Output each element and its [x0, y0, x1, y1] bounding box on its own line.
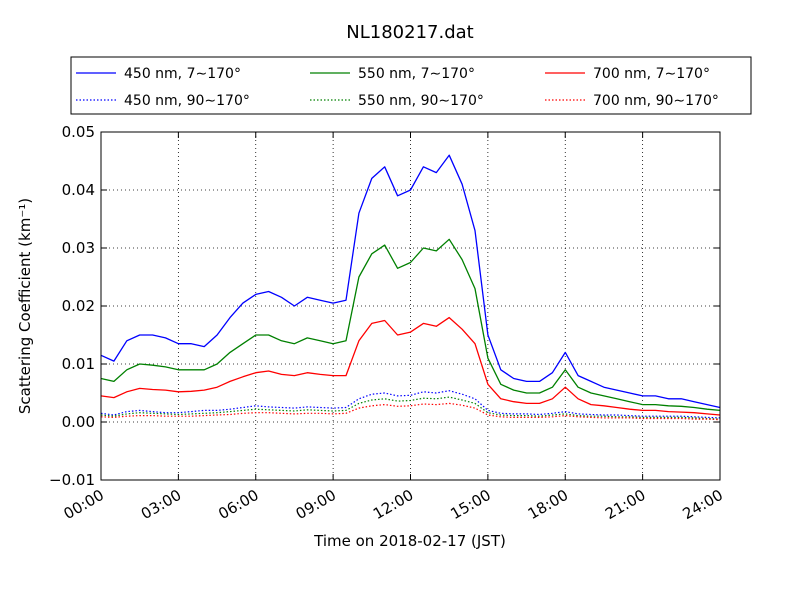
y-axis-label: Scattering Coefficient (km⁻¹) — [16, 198, 34, 414]
x-tick-label: 09:00 — [293, 486, 339, 523]
y-tick-label: 0.02 — [62, 297, 95, 315]
y-tick-label: 0.05 — [62, 123, 95, 141]
legend-box — [70, 56, 752, 115]
x-tick-label: 18:00 — [525, 486, 571, 523]
x-tick-label: 15:00 — [447, 486, 493, 523]
x-tick-label: 24:00 — [680, 486, 726, 523]
legend-label-2: 550 nm, 7∼170° — [358, 66, 475, 82]
series-lines — [100, 154, 721, 421]
x-tick-label: 06:00 — [215, 486, 261, 523]
x-tick-label: 12:00 — [370, 486, 416, 523]
y-tick-label: 0.04 — [62, 181, 95, 199]
legend-label-1: 450 nm, 90∼170° — [124, 93, 250, 109]
legend: 450 nm, 7∼170° 450 nm, 90∼170° 550 nm, 7∼1… — [70, 56, 752, 115]
x-tick-label: 03:00 — [138, 486, 184, 523]
x-axis-label: Time on 2018-02-17 (JST) — [313, 532, 506, 550]
legend-label-4: 700 nm, 7∼170° — [593, 66, 710, 82]
chart-title: NL180217.dat — [346, 22, 473, 43]
series-line-4 — [100, 316, 721, 416]
x-tick-label: 21:00 — [602, 486, 648, 523]
series-line-5 — [100, 402, 721, 421]
series-line-3 — [100, 396, 721, 420]
y-tick-label: −0.01 — [49, 471, 95, 489]
legend-label-3: 550 nm, 90∼170° — [358, 93, 484, 109]
x-tick-label: 00:00 — [61, 486, 107, 523]
grid — [101, 132, 720, 480]
legend-label-0: 450 nm, 7∼170° — [124, 66, 241, 82]
y-tick-label: 0.03 — [62, 239, 95, 257]
y-tick-label: 0.01 — [62, 355, 95, 373]
y-tick-label: 0.00 — [62, 413, 95, 431]
series-line-0 — [100, 154, 721, 409]
y-axis-ticks: −0.01 0.00 0.01 0.02 0.03 0.04 0.05 — [49, 123, 720, 489]
x-axis-ticks: 00:00 03:00 06:00 09:00 12:00 15:00 18:00 21:00… — [61, 132, 726, 523]
series-line-2 — [100, 238, 721, 412]
legend-label-5: 700 nm, 90∼170° — [593, 93, 719, 109]
